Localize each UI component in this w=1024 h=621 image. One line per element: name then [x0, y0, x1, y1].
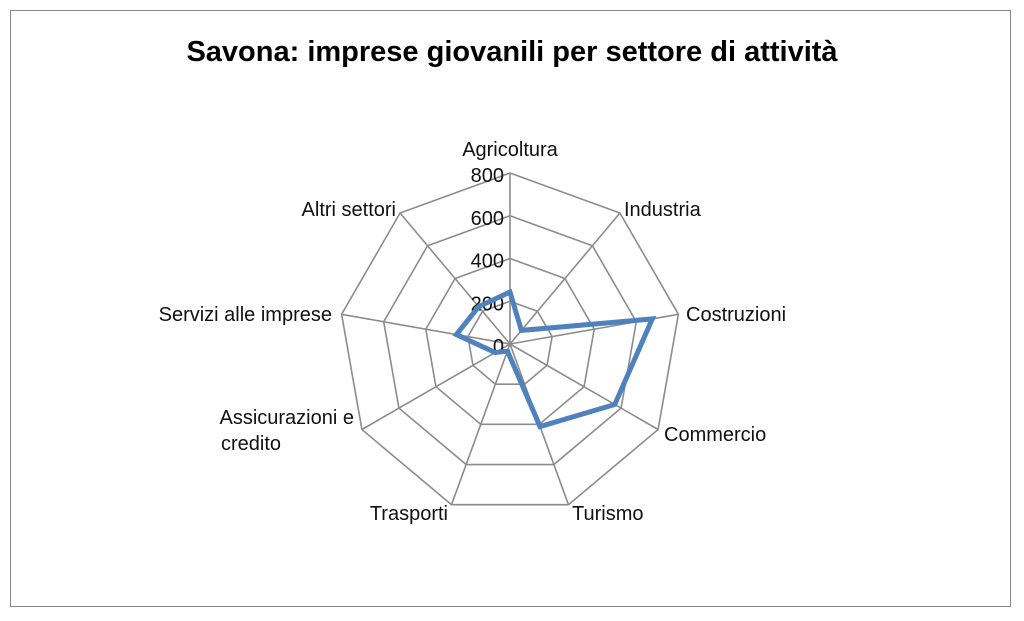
grid-ring [424, 257, 596, 426]
grid-ring [340, 172, 680, 506]
category-label: Agricoltura [462, 139, 558, 161]
category-label: Industria [624, 199, 702, 221]
grid-spoke [509, 212, 621, 345]
category-label: Turismo [572, 503, 643, 525]
category-label: Commercio [664, 424, 766, 446]
category-label: Servizi alle imprese [159, 304, 332, 326]
grid-spoke [399, 212, 511, 345]
chart-frame [10, 10, 1011, 607]
chart-title: Savona: imprese giovanili per settore di… [186, 36, 838, 68]
tick-label: 0 [493, 336, 504, 358]
tick-label: 400 [471, 251, 504, 273]
grid-ring [382, 214, 638, 466]
tick-label: 600 [471, 208, 504, 230]
grid-ring [467, 300, 553, 385]
grid-spoke [361, 343, 511, 431]
grid-spoke [509, 343, 659, 431]
category-label: Costruzioni [686, 304, 786, 326]
data-series [452, 288, 657, 430]
grid-spoke [341, 313, 511, 345]
category-label: Altri settori [302, 199, 396, 221]
tick-label: 800 [471, 165, 504, 187]
grid-spoke [450, 343, 511, 505]
category-label: Trasporti [370, 503, 448, 525]
category-label: Assicurazioni e credito [219, 407, 354, 455]
